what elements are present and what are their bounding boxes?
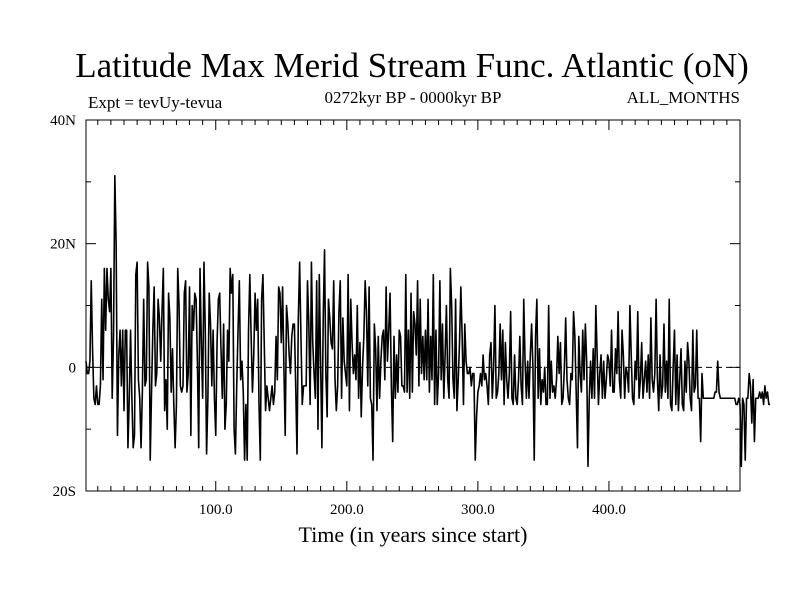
- axes: 100.0 200.0 300.0 400.0 20S 0 20N 40N: [50, 113, 741, 518]
- y-tick-label: 20S: [53, 484, 76, 500]
- x-tick-label: 300.0: [461, 502, 495, 518]
- y-tick-label: 0: [69, 360, 77, 376]
- y-tick-label: 20N: [50, 237, 76, 253]
- period-label: 0272kyr BP - 0000kyr BP: [325, 88, 502, 107]
- x-axis-label: Time (in years since start): [299, 522, 528, 547]
- series-line: [85, 174, 771, 468]
- y-tick-label: 40N: [50, 113, 76, 129]
- x-tick-label: 100.0: [199, 502, 233, 518]
- plot-area: [85, 174, 771, 468]
- expt-label: Expt = tevUy-tevua: [88, 93, 223, 112]
- chart-title: Latitude Max Merid Stream Func. Atlantic…: [75, 46, 749, 85]
- x-tick-label: 200.0: [330, 502, 364, 518]
- months-label: ALL_MONTHS: [627, 88, 740, 107]
- x-tick-label: 400.0: [592, 502, 626, 518]
